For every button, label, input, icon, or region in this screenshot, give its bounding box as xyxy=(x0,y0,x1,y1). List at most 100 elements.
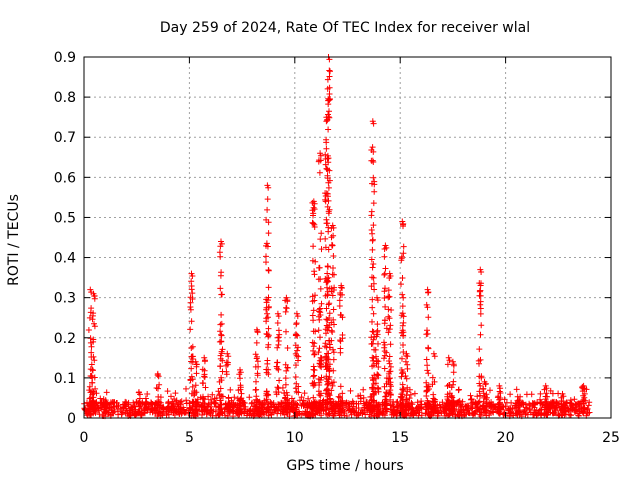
data-point xyxy=(328,234,335,241)
data-point xyxy=(402,400,409,407)
data-point xyxy=(201,373,208,380)
data-point xyxy=(264,399,271,406)
data-point xyxy=(400,369,406,375)
data-point xyxy=(586,399,593,406)
data-point xyxy=(225,401,232,408)
data-point xyxy=(253,386,260,393)
data-point xyxy=(218,311,225,318)
data-point xyxy=(89,374,96,381)
data-point xyxy=(387,273,394,279)
data-point xyxy=(381,295,388,301)
data-point xyxy=(328,327,335,334)
data-point xyxy=(325,113,332,120)
data-point xyxy=(225,353,232,360)
data-point xyxy=(200,393,206,400)
data-point xyxy=(312,328,319,335)
data-point xyxy=(216,412,223,419)
data-point xyxy=(217,321,224,328)
data-point xyxy=(330,356,337,363)
data-point xyxy=(399,253,405,260)
data-point xyxy=(246,394,253,401)
data-point xyxy=(253,406,260,413)
data-point xyxy=(407,391,414,398)
data-point xyxy=(399,322,406,329)
data-point xyxy=(93,399,100,406)
data-point xyxy=(508,399,515,406)
data-point xyxy=(202,384,209,391)
x-tick-label: 15 xyxy=(391,430,409,446)
data-point xyxy=(192,382,199,389)
data-point xyxy=(338,312,345,319)
data-point xyxy=(265,294,272,301)
data-point xyxy=(472,408,479,415)
data-point xyxy=(187,299,194,306)
data-point xyxy=(347,387,354,394)
data-point xyxy=(336,393,343,400)
data-point xyxy=(329,292,336,299)
data-point xyxy=(489,408,496,415)
data-point xyxy=(265,325,272,332)
data-point xyxy=(398,257,405,264)
data-point xyxy=(216,392,223,399)
data-point xyxy=(567,397,574,404)
data-point xyxy=(309,207,316,214)
data-point xyxy=(201,367,208,374)
data-point xyxy=(97,395,104,402)
data-point xyxy=(578,405,585,412)
data-point xyxy=(394,398,401,405)
data-point xyxy=(316,399,323,406)
data-point xyxy=(125,399,132,406)
data-point xyxy=(385,293,392,300)
data-point xyxy=(329,382,336,389)
data-point xyxy=(264,206,271,213)
data-point xyxy=(370,280,377,287)
data-point xyxy=(490,409,497,416)
data-point xyxy=(455,387,462,394)
data-point xyxy=(316,316,323,323)
data-point xyxy=(274,344,281,351)
data-point xyxy=(398,329,405,336)
data-point xyxy=(368,393,375,400)
data-point xyxy=(284,364,291,371)
data-point xyxy=(522,411,529,418)
data-point xyxy=(194,410,201,417)
data-point xyxy=(187,405,194,412)
data-point xyxy=(325,224,332,231)
data-point xyxy=(223,362,230,369)
data-point xyxy=(324,76,331,83)
data-point xyxy=(199,380,206,386)
data-point xyxy=(322,196,329,203)
data-point xyxy=(426,411,433,418)
data-point xyxy=(425,345,432,352)
x-tick-label: 0 xyxy=(80,430,89,446)
data-point xyxy=(399,291,406,298)
data-point xyxy=(283,400,290,407)
data-point xyxy=(325,301,332,308)
data-point xyxy=(330,224,337,231)
data-point xyxy=(330,265,336,271)
data-point xyxy=(144,391,151,397)
data-point xyxy=(357,392,364,399)
data-point xyxy=(325,97,332,104)
data-point xyxy=(223,368,230,375)
data-point xyxy=(411,410,418,417)
data-point xyxy=(369,340,376,347)
data-point xyxy=(323,316,330,323)
data-point xyxy=(193,399,200,406)
data-point xyxy=(143,405,150,412)
data-point xyxy=(156,400,163,407)
data-point xyxy=(236,411,243,418)
data-point xyxy=(310,212,316,219)
data-point xyxy=(586,409,593,416)
data-point xyxy=(177,405,184,412)
data-point xyxy=(399,370,406,377)
data-point xyxy=(88,349,95,356)
data-point xyxy=(381,401,388,408)
data-point xyxy=(375,364,382,370)
data-point xyxy=(168,401,175,408)
data-point xyxy=(310,307,317,314)
data-point xyxy=(231,402,238,409)
data-point xyxy=(387,322,394,329)
data-point xyxy=(188,345,195,351)
data-point xyxy=(388,307,395,313)
